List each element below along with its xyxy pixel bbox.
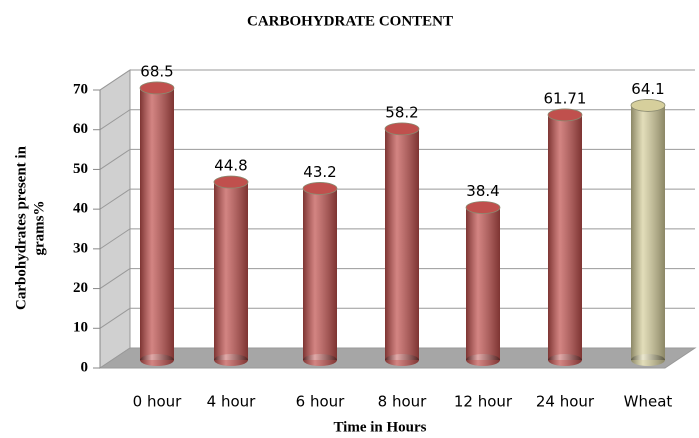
grid-line	[99, 149, 131, 170]
bar-top	[139, 81, 175, 95]
x-tick-label: 6 hour	[296, 393, 346, 411]
side-wall	[99, 69, 131, 369]
grid-line	[99, 109, 131, 131]
value-label: 58.2	[385, 103, 418, 121]
bar-body-shade	[303, 188, 337, 360]
grid-line	[99, 188, 131, 210]
bar-body-shade	[385, 128, 419, 360]
x-tick-label: 8 hour	[378, 393, 428, 411]
bar-top	[630, 99, 666, 112]
grid-line	[99, 307, 131, 329]
value-label: 38.4	[466, 182, 499, 200]
bar	[465, 201, 501, 366]
bar-body-shade	[140, 87, 174, 360]
y-axis-label-line: grams%	[31, 201, 47, 256]
bar-body-shade	[214, 182, 248, 360]
y-tick-label: 60	[73, 121, 88, 137]
value-label: 61.71	[544, 89, 587, 107]
grid-line	[99, 268, 131, 289]
bar-top	[213, 175, 249, 189]
bar-top	[384, 122, 420, 136]
bar	[213, 175, 249, 366]
x-tick-label: 12 hour	[454, 393, 513, 411]
bar	[630, 99, 666, 366]
y-tick-label: 70	[73, 81, 88, 97]
bar	[547, 108, 583, 366]
y-tick-label: 30	[73, 240, 88, 256]
y-tick-label: 50	[73, 161, 88, 177]
x-tick-label: Wheat	[624, 393, 673, 411]
x-tick-label: 0 hour	[133, 393, 183, 411]
bar-body-shade	[466, 207, 500, 360]
bar	[302, 182, 338, 366]
bar-body-shade	[548, 114, 582, 360]
value-label: 44.8	[214, 157, 247, 175]
y-tick-label: 40	[73, 201, 88, 217]
grid-line	[99, 69, 131, 91]
y-axis-label: Carbohydrates present in grams%	[13, 145, 47, 310]
bar	[384, 122, 420, 366]
bar-body-shade	[631, 105, 665, 360]
grid-line	[99, 228, 131, 250]
bar-top	[465, 201, 501, 214]
value-label: 68.5	[140, 62, 173, 80]
bar-top	[302, 182, 338, 195]
x-tick-label: 4 hour	[207, 393, 257, 411]
value-label: 64.1	[631, 80, 664, 98]
value-label: 43.2	[303, 163, 336, 181]
bar-top	[547, 108, 583, 122]
chart-title: CARBOHYDRATE CONTENT	[247, 13, 453, 29]
y-tick-label: 0	[81, 359, 89, 375]
x-axis-label: Time in Hours	[333, 419, 426, 435]
y-tick-label: 10	[73, 320, 88, 336]
bar	[139, 81, 175, 366]
x-tick-label: 24 hour	[536, 393, 595, 411]
y-axis-label-line: Carbohydrates present in	[13, 145, 29, 310]
y-tick-label: 20	[73, 280, 88, 296]
